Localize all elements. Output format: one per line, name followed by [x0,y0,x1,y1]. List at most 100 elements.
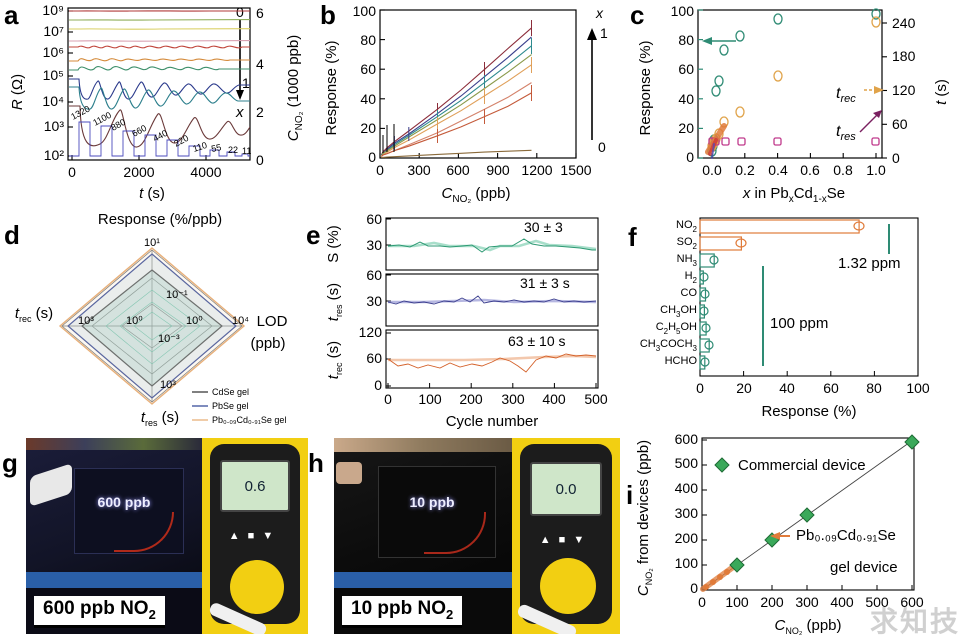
panel-e-row0-yticks: 60 30 [366,211,382,253]
svg-text:30: 30 [366,237,382,253]
panel-i-legend: Commercial device Pb₀.₀₉Cd₀.₉₁Se gel dev… [714,457,898,576]
svg-text:x: x [595,5,604,21]
svg-text:500: 500 [865,594,889,610]
panel-b-ylabel: Response (%) [323,40,340,135]
panel-c-response-arrow [702,37,736,45]
panel-c-plot: 100 80 60 40 20 0 Response (%) 0.0 0.2 0… [637,3,950,205]
svg-text:10³: 10³ [160,379,176,391]
panel-a-x-arrow: 0 1 x [235,4,250,121]
panel-c-xticks: 0.0 0.2 0.4 0.6 0.8 1.0 [702,162,886,178]
panel-f-label: f [628,222,637,252]
panel-a-y2ticks: 0 2 4 6 [256,5,264,168]
panel-f-ref-label-0: 1.32 ppm [838,255,901,272]
panel-b-plot: 100 80 60 40 20 0 0 300 600 900 1200 150… [323,3,608,205]
svg-text:H2: H2 [685,270,698,285]
svg-text:10⁰: 10⁰ [126,315,143,327]
panel-a-ylabel: R (Ω) [9,74,26,110]
panel-e-label: e [306,220,321,250]
svg-text:200: 200 [459,391,483,407]
svg-text:120: 120 [359,324,383,340]
panel-e-plot: 60 30 S (%) 30 ± 3 60 30 tres (s) 31 ± 3… [325,211,608,430]
svg-text:80: 80 [678,32,694,48]
svg-text:10⁶: 10⁶ [43,44,64,60]
panel-h-meter-inlet [540,558,596,614]
svg-text:C2H5OH: C2H5OH [656,321,697,336]
svg-text:40: 40 [360,91,376,107]
svg-text:0: 0 [598,139,606,155]
svg-text:SO2: SO2 [677,236,698,251]
panel-g-caption: 600 ppb NO2 [34,596,165,628]
svg-text:1200: 1200 [521,162,552,178]
svg-text:100: 100 [418,391,442,407]
svg-text:400: 400 [675,480,699,496]
svg-text:20: 20 [736,380,752,396]
svg-text:NH3: NH3 [677,253,698,268]
panel-d-series-pbse [67,253,237,399]
svg-text:0: 0 [374,377,382,393]
svg-text:0: 0 [368,149,376,165]
svg-text:10¹: 10¹ [144,237,160,249]
svg-text:600: 600 [675,431,699,447]
panel-b-xticks: 0 300 600 900 1200 1500 [376,162,592,178]
panel-i-xlabel: CNO₂ (ppb) [774,617,841,636]
panel-e: e 60 30 S (%) 30 ± 3 60 30 tres (s) 31 ±… [304,206,630,434]
svg-text:CH3COCH3: CH3COCH3 [640,338,698,353]
svg-text:10²: 10² [44,147,65,163]
svg-text:10⁷: 10⁷ [43,23,64,39]
panel-i-commercial-points [729,434,920,573]
svg-text:1500: 1500 [560,162,591,178]
svg-text:0: 0 [698,594,706,610]
svg-text:0: 0 [690,580,698,596]
panel-d-tick-inner: 10⁻³ [158,333,180,345]
panel-a-label: a [4,0,19,30]
panel-d-legend-item-1: PbSe gel [212,401,249,411]
panel-h-display-text: 10 ppb [409,494,455,510]
svg-text:CH3OH: CH3OH [660,304,697,319]
panel-b-label: b [320,0,336,30]
panel-d-axis-right-l2: (ppb) [250,335,285,352]
svg-text:300: 300 [795,594,819,610]
panel-g-base [26,572,202,588]
svg-text:60: 60 [366,350,382,366]
panel-d-legend-item-2: Pb₀.₀₉Cd₀.₉₁Se gel [212,415,286,425]
panel-f-plot: NO2 SO2 NH3 H2 CO CH3OH C2H5OH CH3COCH3 … [640,217,930,420]
panel-d-axis-left: trec (s) [15,305,53,324]
panel-b: b 100 80 60 40 20 0 0 300 600 900 1200 [316,0,630,208]
panel-g-meter-screen: 0.6 [220,460,290,512]
panel-f-markers [699,221,865,367]
panel-e-row2-ylabel: trec (s) [325,341,344,379]
panel-e-row1-line [387,295,597,305]
svg-text:900: 900 [486,162,510,178]
panel-f-bars [699,219,860,370]
svg-text:4000: 4000 [190,164,221,180]
svg-text:10⁵: 10⁵ [43,67,64,83]
svg-text:600: 600 [446,162,470,178]
svg-text:1: 1 [242,75,250,91]
panel-c-tres-sub: res [840,131,856,143]
svg-text:300: 300 [407,162,431,178]
svg-text:10⁴: 10⁴ [232,315,249,327]
svg-text:0: 0 [256,152,264,168]
svg-text:0.2: 0.2 [735,162,755,178]
panel-f-ref-label-1: 100 ppm [770,315,828,332]
panel-b-x-arrow: x 1 0 [587,5,608,155]
svg-text:100: 100 [675,555,699,571]
svg-text:60: 60 [366,211,382,227]
svg-text:1.0: 1.0 [866,162,886,178]
panel-b-yticks: 100 80 60 40 20 0 [353,3,377,165]
svg-text:500: 500 [584,391,608,407]
svg-text:10³: 10³ [78,315,94,327]
panel-d-legend: CdSe gel PbSe gel Pb₀.₀₉Cd₀.₉₁Se gel [192,387,286,425]
panel-c: c 100 80 60 40 20 0 Response (%) 0.0 0.2… [628,0,964,208]
panel-d-series-cdse [81,269,223,387]
panel-e-row0-band [388,239,597,252]
svg-text:40: 40 [678,91,694,107]
svg-text:400: 400 [830,594,854,610]
svg-text:10⁻¹: 10⁻¹ [166,289,188,301]
panel-c-xlabel: x in PbxCd1-xSe [742,185,845,205]
svg-text:CO: CO [681,287,698,299]
panel-h-photo: 10 ppb 0.0 ▲■▼ 10 ppb NO2 [334,438,620,634]
svg-text:0.0: 0.0 [702,162,722,178]
panel-i-legend-gel-2: gel device [830,559,898,576]
